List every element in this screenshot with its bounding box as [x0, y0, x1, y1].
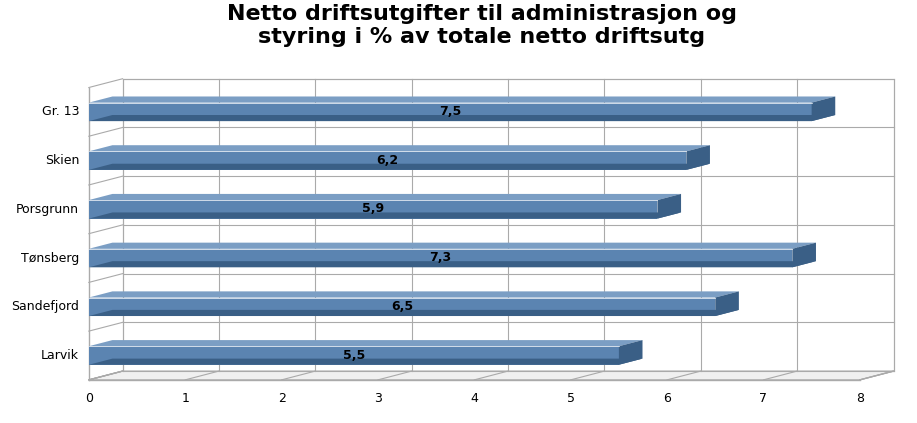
- Text: 7,3: 7,3: [429, 251, 452, 264]
- Polygon shape: [89, 346, 619, 365]
- Polygon shape: [89, 297, 715, 316]
- Polygon shape: [715, 291, 739, 316]
- Polygon shape: [89, 340, 643, 346]
- Text: Tønsberg: Tønsberg: [21, 252, 79, 264]
- Text: Gr. 13: Gr. 13: [41, 105, 79, 118]
- Text: 6: 6: [663, 392, 671, 405]
- Text: 2: 2: [278, 392, 285, 405]
- Polygon shape: [89, 243, 816, 249]
- Polygon shape: [89, 200, 657, 219]
- Polygon shape: [792, 243, 816, 267]
- Polygon shape: [89, 103, 812, 121]
- Polygon shape: [89, 212, 681, 219]
- Text: Sandefjord: Sandefjord: [11, 300, 79, 313]
- Text: Porsgrunn: Porsgrunn: [17, 203, 79, 216]
- Polygon shape: [619, 340, 643, 365]
- Text: 4: 4: [470, 392, 479, 405]
- Polygon shape: [89, 310, 739, 316]
- Text: 5: 5: [567, 392, 575, 405]
- Polygon shape: [89, 371, 893, 380]
- Text: Netto driftsutgifter til administrasjon og
styring i % av totale netto driftsutg: Netto driftsutgifter til administrasjon …: [226, 4, 736, 47]
- Polygon shape: [686, 145, 710, 170]
- Polygon shape: [123, 79, 893, 371]
- Polygon shape: [89, 291, 739, 297]
- Polygon shape: [89, 164, 710, 170]
- Polygon shape: [89, 249, 792, 267]
- Text: 7: 7: [759, 392, 768, 405]
- Text: 5,9: 5,9: [362, 202, 384, 215]
- Text: 0: 0: [84, 392, 93, 405]
- Polygon shape: [89, 194, 681, 200]
- Text: 6,5: 6,5: [391, 300, 413, 313]
- Polygon shape: [657, 194, 681, 219]
- Polygon shape: [89, 115, 835, 121]
- Text: Larvik: Larvik: [41, 349, 79, 362]
- Polygon shape: [89, 359, 643, 365]
- Text: Skien: Skien: [45, 154, 79, 167]
- Polygon shape: [812, 96, 835, 121]
- Text: 5,5: 5,5: [343, 349, 365, 362]
- Polygon shape: [89, 96, 835, 103]
- Polygon shape: [89, 145, 710, 151]
- Text: 3: 3: [374, 392, 381, 405]
- Polygon shape: [89, 151, 686, 170]
- Text: 7,5: 7,5: [439, 105, 461, 118]
- Polygon shape: [89, 261, 816, 267]
- Text: 1: 1: [182, 392, 189, 405]
- Text: 8: 8: [856, 392, 864, 405]
- Text: 6,2: 6,2: [377, 154, 399, 167]
